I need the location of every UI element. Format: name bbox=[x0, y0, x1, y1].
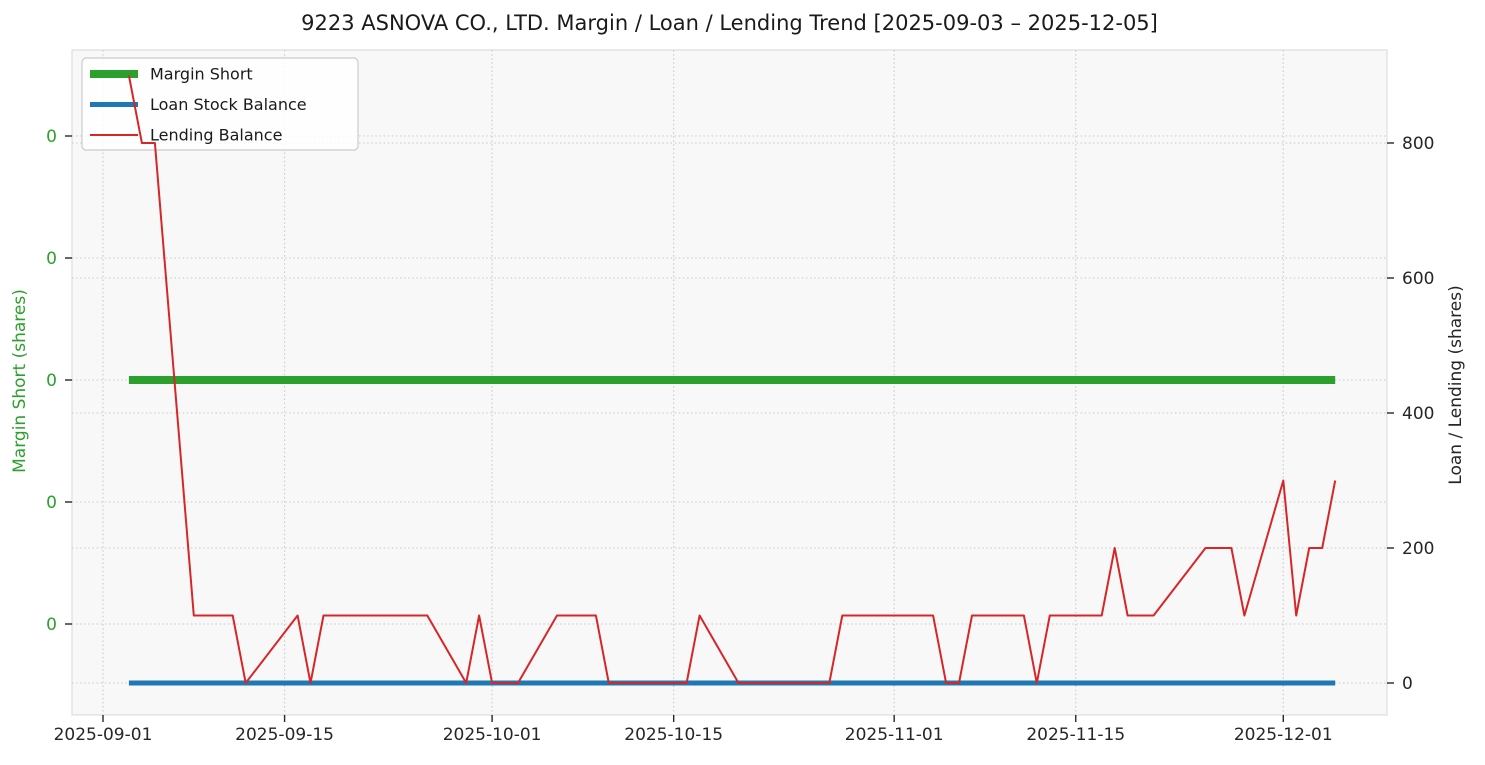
legend-label-loan-stock-balance: Loan Stock Balance bbox=[150, 95, 307, 114]
x-tick-label: 2025-09-15 bbox=[235, 725, 334, 745]
left-tick-label: 0 bbox=[46, 371, 57, 391]
right-tick-label: 800 bbox=[1402, 134, 1434, 154]
right-tick-label: 600 bbox=[1402, 269, 1434, 289]
chart-title: 9223 ASNOVA CO., LTD. Margin / Loan / Le… bbox=[301, 11, 1158, 35]
x-tick-label: 2025-12-01 bbox=[1234, 725, 1333, 745]
x-tick-label: 2025-11-01 bbox=[845, 725, 944, 745]
right-tick-label: 400 bbox=[1402, 404, 1434, 424]
legend-box bbox=[81, 57, 359, 151]
right-tick-label: 0 bbox=[1402, 674, 1413, 694]
series-line-lending-balance bbox=[127, 75, 1337, 684]
lending-balance-line bbox=[127, 75, 1337, 684]
x-tick-label: 2025-10-01 bbox=[443, 725, 542, 745]
axis-tick-labels: 2025-09-01 2025-09-15 2025-10-01 2025-10-15… bbox=[46, 127, 1434, 745]
x-tick-label: 2025-10-15 bbox=[624, 725, 723, 745]
left-tick-label: 0 bbox=[46, 615, 57, 635]
x-tick-label: 2025-11-15 bbox=[1026, 725, 1125, 745]
legend-label-margin-short: Margin Short bbox=[150, 65, 253, 84]
right-tick-label: 200 bbox=[1402, 539, 1434, 559]
legend-label-lending-balance: Lending Balance bbox=[150, 126, 282, 145]
x-tick-label: 2025-09-01 bbox=[54, 725, 153, 745]
axis-tick-marks bbox=[65, 135, 1394, 722]
constant-series-lines bbox=[128, 376, 1336, 686]
left-tick-label: 0 bbox=[46, 249, 57, 269]
legend: Margin Short Loan Stock Balance Lending … bbox=[81, 57, 359, 151]
left-tick-label: 0 bbox=[46, 127, 57, 147]
left-tick-label: 0 bbox=[46, 493, 57, 513]
